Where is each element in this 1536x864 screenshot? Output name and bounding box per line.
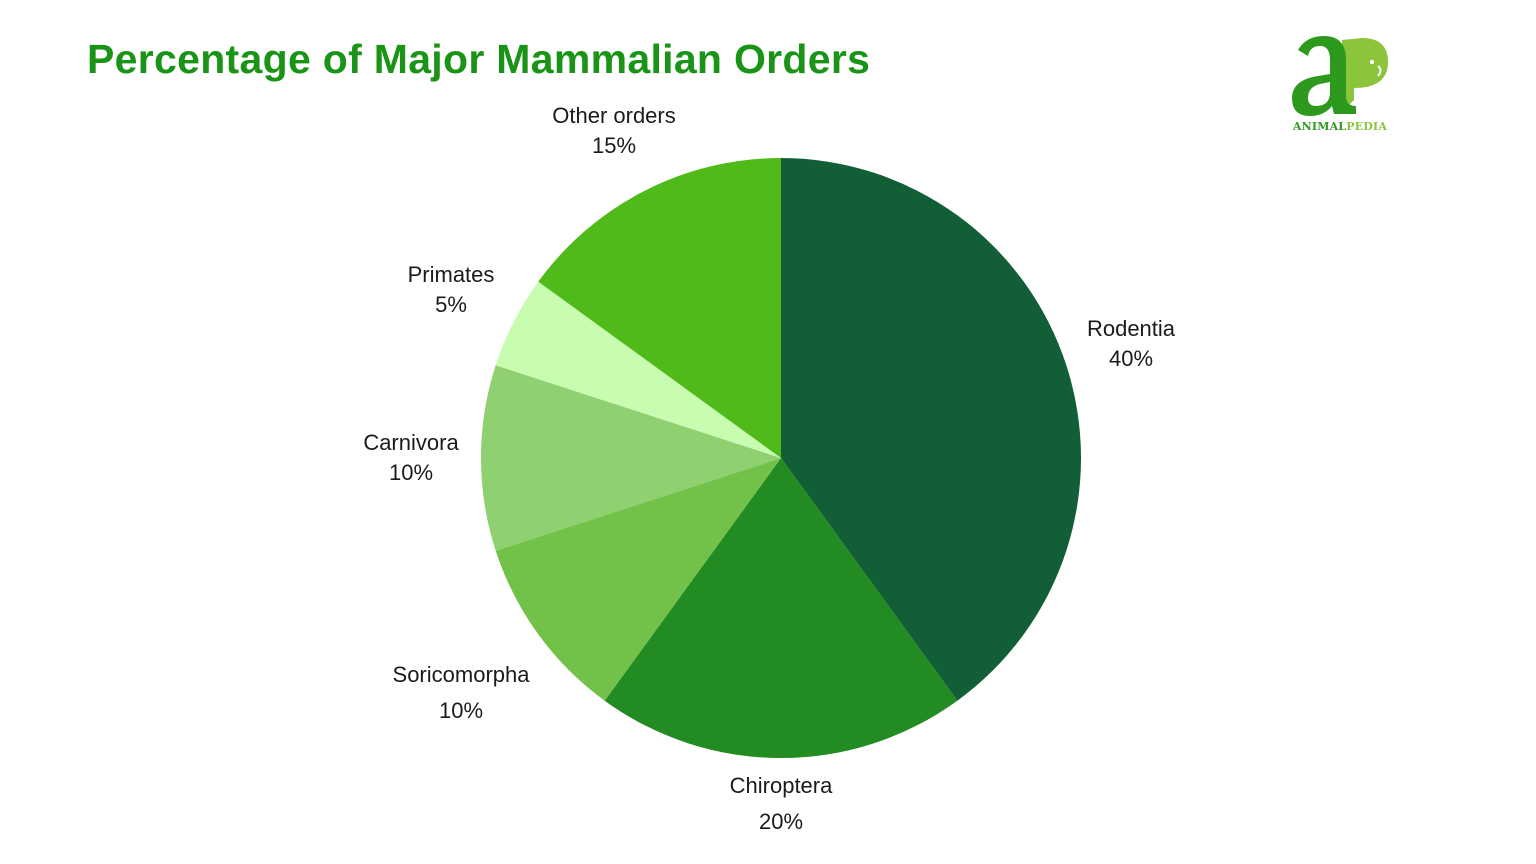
animalpedia-logo: ANIMALPEDIA <box>1284 30 1396 136</box>
label-soricomorpha: Soricomorpha 10% <box>392 662 530 723</box>
label-primates: Primates 5% <box>407 262 495 317</box>
label-chiroptera: Chiroptera 20% <box>729 773 833 834</box>
chart-title: Percentage of Major Mammalian Orders <box>87 36 871 82</box>
logo-wordmark: ANIMALPEDIA <box>1292 120 1388 133</box>
pie-slice-rodentia <box>781 158 1082 701</box>
pie-slice-chiroptera <box>604 458 958 759</box>
pie-slice-soricomorpha <box>495 458 781 701</box>
pie-slice-other-orders <box>538 157 781 458</box>
label-other-orders: Other orders 15% <box>552 103 676 158</box>
pie-slice-primates <box>495 281 781 458</box>
pie-slice-carnivora <box>480 365 781 551</box>
animalpedia-logo-icon <box>1292 36 1388 116</box>
label-carnivora: Carnivora 10% <box>363 430 459 485</box>
label-rodentia: Rodentia 40% <box>1086 316 1176 371</box>
